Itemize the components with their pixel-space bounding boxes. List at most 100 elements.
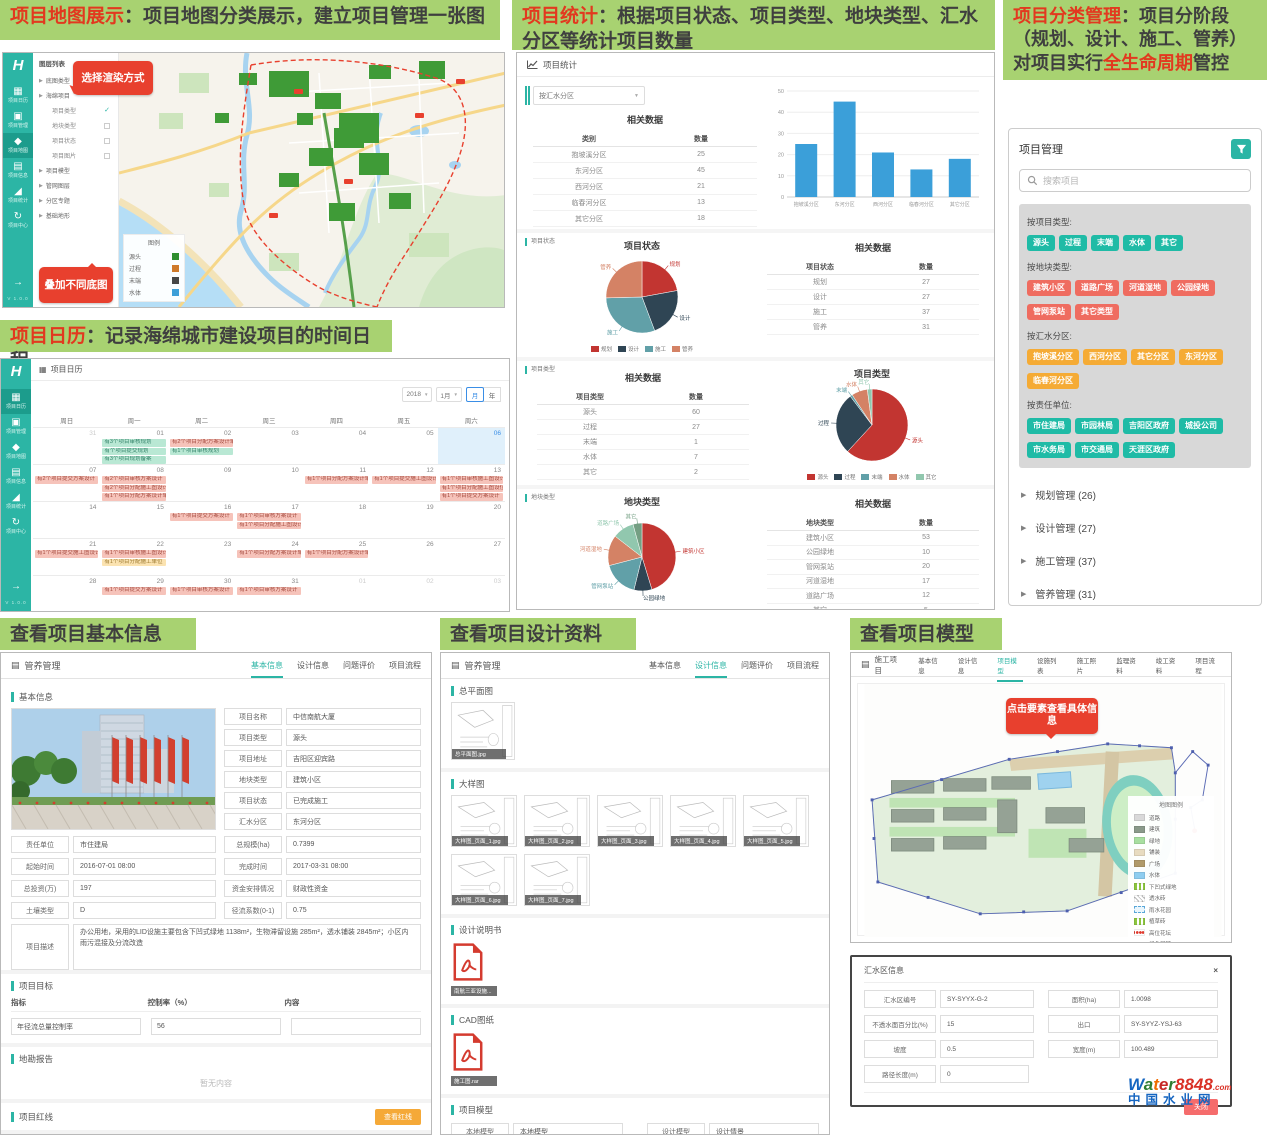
calendar-event[interactable]: 有1个项目分配施工单位 (102, 558, 166, 566)
tab-7[interactable]: 竣工资料 (1155, 657, 1176, 675)
calendar-cell[interactable]: 07 有2个项目提交方案设计 (33, 464, 101, 501)
tab-4[interactable]: 项目流程 (787, 661, 819, 670)
layer-group[interactable]: ▶ 项目模型 (39, 163, 114, 178)
tree-item[interactable]: ▶ 设计管理 (27) (1019, 511, 1251, 544)
sidebar-item-2[interactable]: ▣ 项目管理 (3, 108, 33, 133)
tree-item[interactable]: ▶ 施工管理 (37) (1019, 544, 1251, 577)
calendar-event[interactable]: 有1个项目分配施工图设位 (439, 484, 503, 492)
layer-group[interactable]: ▶ 海绵项目 (39, 88, 114, 103)
calendar-event[interactable]: 有1个项目提交方案设计 (102, 587, 166, 595)
checkbox[interactable] (104, 152, 110, 159)
exit-button[interactable]: → (3, 274, 33, 292)
drawing-thumbnail[interactable]: 大样图_页面_4.jpg (670, 795, 736, 847)
sidebar-item-3[interactable]: ◆ 项目地图 (3, 133, 33, 158)
checkbox[interactable] (104, 137, 110, 144)
filter-tag[interactable]: 东河分区 (1179, 349, 1223, 365)
exit-button[interactable]: → (1, 578, 31, 596)
calendar-cell[interactable]: 14 (33, 501, 101, 538)
tab-4[interactable]: 项目流程 (389, 661, 421, 670)
calendar-event[interactable]: 有3个项目规划备案 (102, 456, 166, 464)
tab-5[interactable]: 施工照片 (1076, 657, 1097, 675)
checkbox[interactable] (104, 122, 110, 129)
filter-tag[interactable]: 其它类型 (1075, 304, 1119, 320)
pdf-file[interactable]: 施工图.rar (451, 1033, 497, 1086)
tab-4[interactable]: 设施列表 (1037, 657, 1057, 675)
calendar-cell[interactable]: 03 (437, 575, 505, 611)
tab-1[interactable]: 基本信息 (649, 661, 681, 670)
calendar-event[interactable]: 有1个项目提交施工图设计 (372, 476, 436, 484)
layer-sublayer[interactable]: 项目图片 (39, 148, 114, 163)
filter-tag[interactable]: 末端 (1091, 235, 1119, 251)
calendar-cell[interactable]: 27 (437, 538, 505, 575)
calendar-cell[interactable]: 10 (235, 464, 303, 501)
calendar-cell[interactable]: 31 有1个项目审核方案设计 (235, 575, 303, 611)
calendar-event[interactable]: 有1个项目审核方案设计 (237, 513, 301, 521)
calendar-cell[interactable]: 08 有2个项目审核方案设计有2个项目分配施工图设计单位有1个项目分配方案设计单位 (100, 464, 168, 501)
sidebar-item-2[interactable]: ▣ 项目管理 (1, 414, 31, 439)
filter-tag[interactable]: 源头 (1027, 235, 1055, 251)
layer-sublayer[interactable]: 项目类型 ✓ (39, 103, 114, 118)
view-year-button[interactable]: 年 (483, 387, 501, 402)
tab-6[interactable]: 监理资料 (1116, 657, 1136, 675)
sidebar-item-4[interactable]: ▤ 项目信息 (1, 464, 31, 489)
calendar-event[interactable]: 有2个项目分配施工图设计单位 (102, 484, 166, 492)
filter-tag[interactable]: 水体 (1123, 235, 1151, 251)
calendar-cell[interactable]: 30 有1个项目审核方案设计 (167, 575, 236, 611)
calendar-cell[interactable]: 01 (302, 575, 371, 611)
filter-tag[interactable]: 其它分区 (1131, 349, 1175, 365)
drawing-thumbnail[interactable]: 大样图_页面_2.jpg (524, 795, 590, 847)
view-month-button[interactable]: 月 (466, 387, 484, 402)
sidebar-item-3[interactable]: ◆ 项目地图 (1, 439, 31, 464)
calendar-event[interactable]: 有1个项目提交方案设计 (169, 513, 234, 521)
calendar-cell[interactable]: 06 (437, 427, 505, 464)
filter-tag[interactable]: 其它 (1155, 235, 1183, 251)
month-select[interactable]: 1月 ▼ (436, 387, 462, 402)
tab-1[interactable]: 基本信息 (251, 653, 283, 678)
filter-tag[interactable]: 城投公司 (1179, 418, 1223, 434)
calendar-cell[interactable]: 12 有1个项目提交施工图设计 (370, 464, 438, 501)
year-select[interactable]: 2018 ▼ (402, 387, 433, 402)
calendar-event[interactable]: 有1个项目提交方案设计 (439, 493, 503, 501)
calendar-event[interactable]: 有2个项目审核方案设计 (102, 476, 166, 484)
drawing-thumbnail[interactable]: 大样图_页面_3.jpg (597, 795, 663, 847)
layer-sublayer[interactable]: 地块类型 (39, 118, 114, 133)
filter-tag[interactable]: 市交通局 (1075, 442, 1119, 458)
tab-3[interactable]: 项目模型 (997, 653, 1023, 682)
calendar-cell[interactable]: 03 (235, 427, 303, 464)
tree-item[interactable]: ▶ 管养管理 (31) (1019, 577, 1251, 610)
stat-dimension-select[interactable]: 按汇水分区 ▼ (533, 86, 645, 105)
search-input[interactable]: 搜索项目 (1019, 169, 1251, 192)
calendar-cell[interactable]: 25 有1个项目分配方案设计单位 (302, 538, 371, 575)
drawing-thumbnail[interactable]: 大样图_页面_5.jpg (743, 795, 809, 847)
view-redline-button[interactable]: 查看红线 (375, 1108, 421, 1125)
calendar-event[interactable]: 有1个项目分配方案设计单位 (102, 493, 166, 501)
sidebar-item-1[interactable]: ▦ 项目日历 (3, 83, 33, 108)
layer-group[interactable]: ▶ 基础地形 (39, 208, 114, 223)
calendar-event[interactable]: 有2个项目分配方案设计单位 (169, 439, 234, 447)
calendar-cell[interactable]: 17 有1个项目审核方案设计有1个项目分配施工图设计单位 (235, 501, 303, 538)
filter-tag[interactable]: 建筑小区 (1027, 280, 1071, 296)
calendar-cell[interactable]: 20 (437, 501, 505, 538)
calendar-event[interactable]: 有1个项目分配施工图设计单位 (237, 521, 301, 529)
filter-tag[interactable]: 西河分区 (1083, 349, 1127, 365)
tab-2[interactable]: 设计信息 (297, 661, 329, 670)
drawing-thumbnail[interactable]: 大样图_页面_7.jpg (524, 854, 590, 906)
calendar-cell[interactable]: 22 有1个项目审核施工图设计 有1个项目分配施工单位 (100, 538, 168, 575)
filter-tag[interactable]: 吉阳区政府 (1123, 418, 1175, 434)
layer-sublayer[interactable]: 项目状态 (39, 133, 114, 148)
calendar-event[interactable]: 有2个项目提交方案设计 (35, 476, 99, 484)
filter-tag[interactable]: 市住建局 (1027, 418, 1071, 434)
calendar-cell[interactable]: 28 (33, 575, 101, 611)
calendar-cell[interactable]: 24 有1个项目分配方案设计单位 (235, 538, 303, 575)
sidebar-item-6[interactable]: ↻ 项目中心 (1, 514, 31, 539)
tab-2[interactable]: 设计信息 (695, 653, 727, 678)
filter-tag[interactable]: 过程 (1059, 235, 1087, 251)
calendar-cell[interactable]: 18 (302, 501, 371, 538)
calendar-cell[interactable]: 02 有2个项目分配方案设计单位有1个项目审核规划 (167, 427, 236, 464)
calendar-cell[interactable]: 16 有1个项目提交方案设计 (167, 501, 236, 538)
sidebar-item-1[interactable]: ▦ 项目日历 (1, 389, 31, 414)
sidebar-item-6[interactable]: ↻ 项目中心 (3, 208, 33, 233)
calendar-cell[interactable]: 05 (370, 427, 438, 464)
filter-button[interactable] (1231, 139, 1251, 159)
calendar-event[interactable]: 有1个项目审核施工图设计 (102, 550, 166, 558)
